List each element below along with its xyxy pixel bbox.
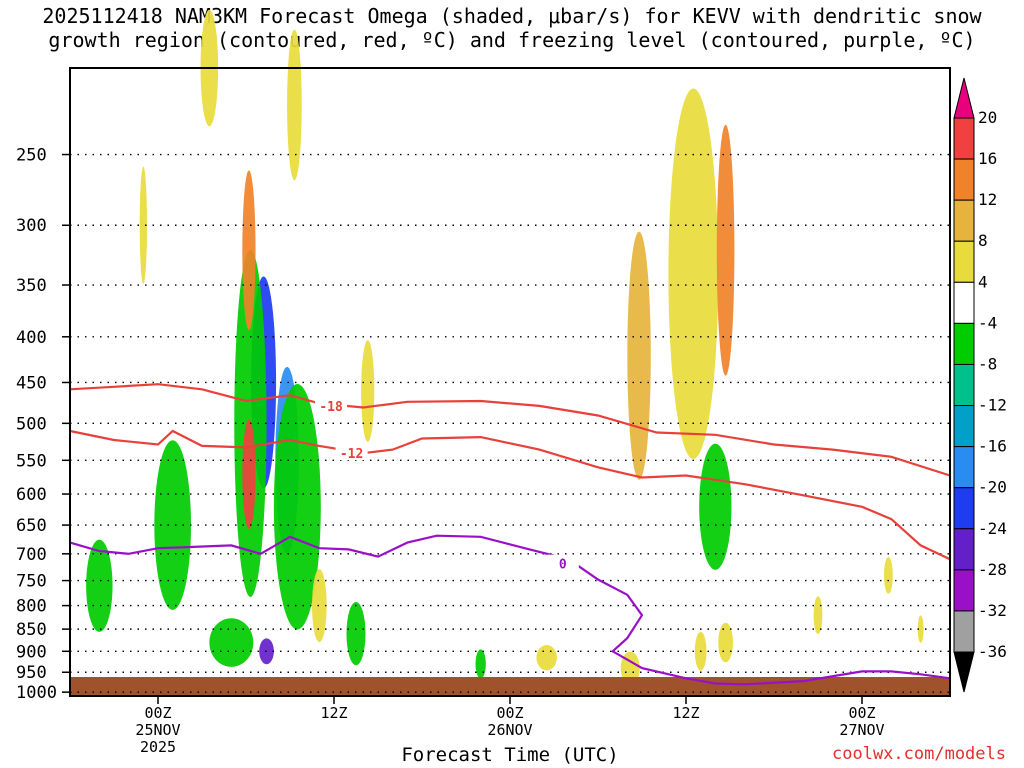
xtick-label-4-0: 00Z [848, 704, 875, 722]
colorbar-box-12 [953, 610, 975, 653]
ytick-label-500: 500 [16, 414, 47, 434]
colorbar-label-1: 16 [978, 149, 997, 168]
colorbar-label-7: -12 [978, 396, 1007, 415]
omega-blob-9 [242, 419, 256, 529]
credit-link[interactable]: coolwx.com/models [832, 744, 1006, 764]
omega-blob-13 [668, 88, 719, 460]
colorbar-label-6: -8 [978, 354, 997, 373]
dgz-minus18-label: -18 [319, 400, 343, 415]
colorbar-box-0 [953, 117, 975, 160]
omega-blob-25 [287, 29, 302, 181]
xtick-label-2-1: 26NOV [487, 721, 532, 739]
xtick-label-2-0: 00Z [496, 704, 523, 722]
chart-title-line2: growth region (contoured, red, ºC) and f… [48, 28, 976, 52]
plot-background [70, 68, 950, 696]
ytick-label-850: 850 [16, 620, 47, 640]
omega-blob-5 [154, 440, 192, 610]
colorbar-box-2 [953, 199, 975, 242]
colorbar-label-12: -32 [978, 601, 1007, 620]
colorbar-box-3 [953, 240, 975, 283]
dgz-minus12-line [69, 429, 951, 561]
ytick-label-600: 600 [16, 485, 47, 505]
ytick-label-800: 800 [16, 597, 47, 617]
omega-blob-23 [139, 166, 147, 284]
colorbar-box-1 [953, 158, 975, 201]
ytick-label-900: 900 [16, 642, 47, 662]
ytick-label-700: 700 [16, 545, 47, 565]
colorbar-label-9: -20 [978, 478, 1007, 497]
xtick-label-4-1: 27NOV [839, 721, 884, 739]
dgz-minus12-label-bg [335, 444, 368, 461]
ytick-label-250: 250 [16, 146, 47, 166]
colorbar-box-11 [953, 569, 975, 612]
dgz-minus18-line [69, 383, 951, 477]
contour-lines: -18 -12 0 [69, 383, 951, 686]
ytick-label-450: 450 [16, 373, 47, 393]
x-axis-label: Forecast Time (UTC) [401, 744, 619, 766]
colorbar-label-8: -16 [978, 437, 1007, 456]
colorbar-bottom-arrow [953, 651, 975, 693]
colorbar-label-13: -36 [978, 642, 1007, 661]
omega-blob-4 [273, 383, 321, 630]
omega-blob-11 [361, 340, 375, 442]
dgz-minus18-label-bg [315, 396, 348, 413]
dgz-minus12-label: -12 [340, 447, 363, 462]
colorbar-box-5 [953, 322, 975, 365]
colorbar-label-3: 8 [978, 231, 988, 250]
omega-blob-10 [242, 170, 256, 331]
omega-blob-28 [917, 615, 924, 643]
ytick-label-400: 400 [16, 328, 47, 348]
colorbar-label-2: 12 [978, 190, 997, 209]
omega-blob-6 [86, 539, 113, 632]
colorbar-box-10 [953, 528, 975, 571]
colorbar-label-11: -28 [978, 560, 1007, 579]
chart-title-line1: 2025112418 NAM3KM Forecast Omega (shaded… [42, 4, 982, 28]
omega-blob-26 [884, 557, 893, 594]
xtick-label-0-2: 2025 [140, 738, 176, 756]
colorbar-label-10: -24 [978, 519, 1007, 538]
colorbar-label-4: 4 [978, 272, 988, 291]
xtick-label-3-0: 12Z [672, 704, 699, 722]
omega-blob-8 [259, 638, 274, 665]
freezing-level-line [69, 534, 951, 686]
omega-blob-7 [209, 618, 254, 667]
ytick-label-950: 950 [16, 663, 47, 683]
xtick-label-1-0: 12Z [320, 704, 347, 722]
ytick-label-650: 650 [16, 516, 47, 536]
omega-blob-22 [475, 649, 486, 679]
ytick-label-1000: 1000 [16, 683, 57, 703]
ytick-label-350: 350 [16, 276, 47, 296]
omega-blob-12 [627, 231, 651, 480]
ytick-label-300: 300 [16, 216, 47, 236]
omega-blob-14 [716, 124, 735, 376]
colorbar: 20 16 12 8 4 -4 -8 -12 -16 -20 -24 -28 -32 -36 [953, 77, 1007, 693]
xtick-label-0-1: 25NOV [135, 721, 180, 739]
colorbar-box-4 [953, 281, 975, 324]
omega-blob-19 [718, 622, 733, 663]
colorbar-box-8 [953, 446, 975, 489]
colorbar-box-7 [953, 405, 975, 448]
chart-title: 2025112418 NAM3KM Forecast Omega (shaded… [0, 4, 1024, 52]
colorbar-box-9 [953, 487, 975, 530]
colorbar-box-6 [953, 363, 975, 407]
y-axis-ticks: 2503003504004505005506006507007508008509… [16, 146, 70, 703]
omega-blob-21 [346, 602, 366, 666]
colorbar-label-0: 20 [978, 108, 997, 127]
ytick-label-750: 750 [16, 572, 47, 592]
omega-blob-15 [699, 443, 732, 570]
omega-blob-20 [312, 569, 327, 643]
ytick-label-550: 550 [16, 451, 47, 471]
colorbar-top-arrow [953, 77, 975, 119]
omega-blob-17 [536, 644, 557, 671]
freezing-level-label: 0 [559, 558, 567, 573]
colorbar-label-5: -4 [978, 313, 997, 332]
freezing-level-label-bg [546, 554, 579, 571]
xtick-label-0-0: 00Z [144, 704, 171, 722]
terrain [70, 677, 950, 696]
